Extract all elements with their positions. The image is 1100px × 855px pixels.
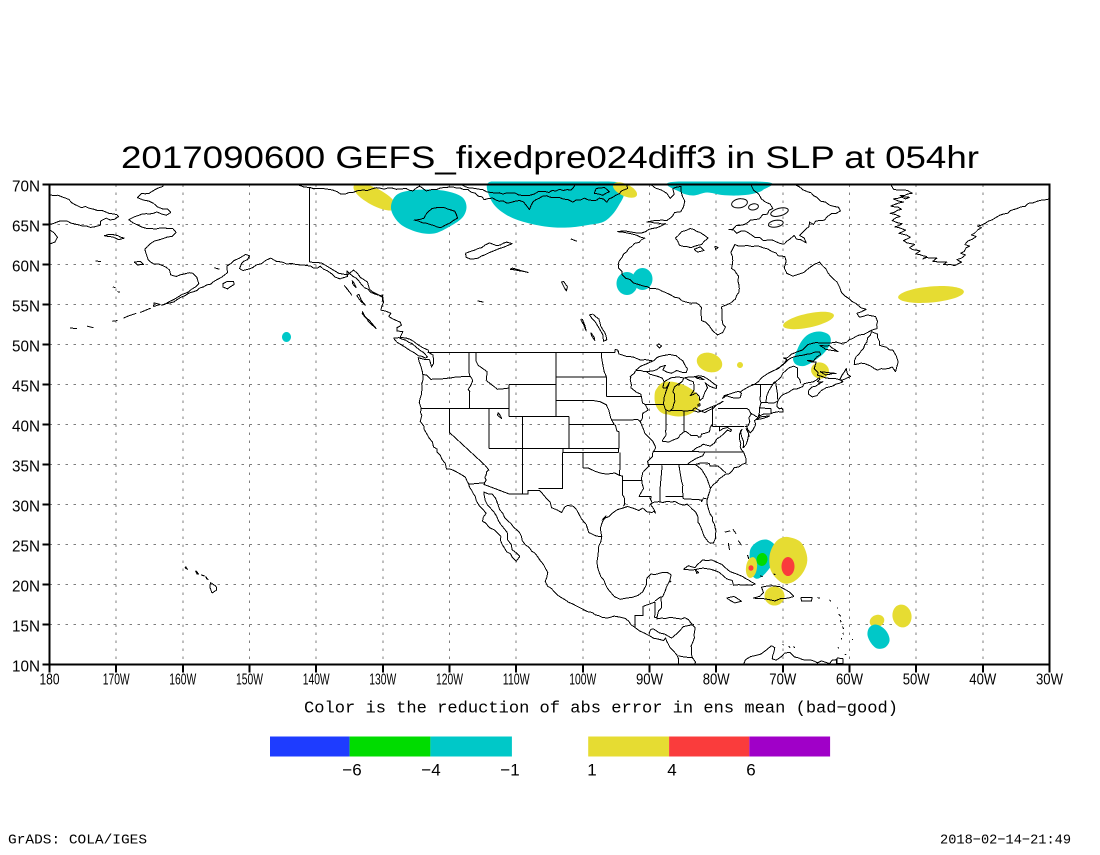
- svg-text:60W: 60W: [836, 672, 864, 689]
- svg-text:130W: 130W: [369, 672, 397, 689]
- svg-text:25N: 25N: [12, 539, 40, 556]
- svg-text:170W: 170W: [103, 672, 131, 689]
- svg-text:80W: 80W: [703, 672, 731, 689]
- svg-text:45N: 45N: [12, 379, 40, 396]
- svg-text:35N: 35N: [12, 459, 40, 476]
- svg-text:40N: 40N: [12, 419, 40, 436]
- svg-text:50W: 50W: [903, 672, 931, 689]
- svg-text:150W: 150W: [236, 672, 264, 689]
- svg-text:Color is the reduction of abs: Color is the reduction of abs error in e…: [304, 700, 898, 719]
- svg-text:6: 6: [746, 761, 755, 780]
- svg-text:120W: 120W: [436, 672, 464, 689]
- svg-text:90W: 90W: [636, 672, 664, 689]
- svg-text:65N: 65N: [12, 219, 40, 236]
- svg-text:4: 4: [667, 761, 676, 780]
- svg-text:30W: 30W: [1036, 672, 1064, 689]
- svg-text:70W: 70W: [769, 672, 797, 689]
- svg-text:10N: 10N: [12, 659, 40, 676]
- svg-text:60N: 60N: [12, 259, 40, 276]
- svg-text:180: 180: [40, 672, 60, 689]
- svg-text:30N: 30N: [12, 499, 40, 516]
- svg-text:140W: 140W: [303, 672, 331, 689]
- svg-text:−6: −6: [342, 761, 361, 780]
- svg-text:40W: 40W: [969, 672, 997, 689]
- svg-text:55N: 55N: [12, 299, 40, 316]
- svg-text:110W: 110W: [503, 672, 531, 689]
- svg-text:−4: −4: [421, 761, 440, 780]
- svg-text:GrADS: COLA/IGES: GrADS: COLA/IGES: [8, 833, 147, 849]
- svg-text:20N: 20N: [12, 579, 40, 596]
- svg-text:2018−02−14−21:49: 2018−02−14−21:49: [940, 833, 1071, 849]
- svg-text:100W: 100W: [569, 672, 597, 689]
- svg-text:50N: 50N: [12, 339, 40, 356]
- svg-text:2017090600 GEFS_fixedpre024dif: 2017090600 GEFS_fixedpre024diff3 in SLP …: [121, 139, 979, 175]
- svg-text:160W: 160W: [169, 672, 197, 689]
- svg-text:70N: 70N: [12, 179, 40, 196]
- svg-text:−1: −1: [500, 761, 519, 780]
- svg-text:1: 1: [587, 761, 596, 780]
- svg-text:15N: 15N: [12, 619, 40, 636]
